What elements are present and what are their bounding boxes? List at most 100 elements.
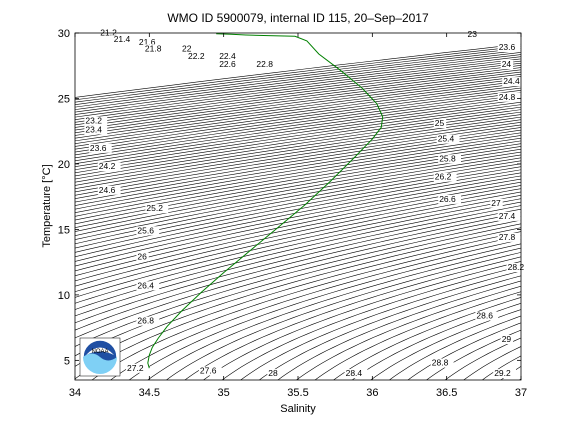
x-tick-label: 34 <box>69 387 81 399</box>
contour-label-bg <box>502 77 525 87</box>
density-contour-line <box>75 185 521 282</box>
contour-label-bg <box>84 125 108 135</box>
density-contour-line <box>75 78 521 139</box>
density-contour-line <box>75 175 521 267</box>
contour-label: 29 <box>502 334 512 344</box>
contour-label: 24.4 <box>503 76 520 86</box>
contour-label: 23.4 <box>85 125 102 135</box>
contour-label: 26.4 <box>137 280 154 290</box>
contour-label-bg <box>466 29 479 39</box>
density-contour-line <box>277 280 521 380</box>
contour-label-bg <box>126 363 149 373</box>
contour-label-bg <box>145 204 169 214</box>
density-contour-line <box>75 160 521 245</box>
contour-label: 28 <box>268 368 278 378</box>
density-contour-line <box>258 275 521 380</box>
density-contour-line <box>75 45 521 101</box>
density-contour-line <box>407 322 521 380</box>
density-contour-line <box>75 80 521 142</box>
contour-label: 24 <box>502 59 512 69</box>
density-contour-line <box>221 265 521 380</box>
y-tick-label: 30 <box>58 28 70 40</box>
density-contour-line <box>295 285 521 380</box>
contour-label-bg <box>136 226 160 236</box>
x-axis-label: Salinity <box>280 403 316 415</box>
contour-label: 22.6 <box>219 59 236 69</box>
density-contour-line <box>370 309 521 380</box>
density-contour-line <box>75 157 521 240</box>
contour-label-bg <box>433 119 447 128</box>
density-contour-line <box>75 54 521 110</box>
plot-area <box>75 33 521 380</box>
contour-label: 25 <box>435 118 445 128</box>
profile-line <box>147 33 384 369</box>
contour-label-bg <box>497 43 521 52</box>
contour-label: 22.8 <box>256 59 273 69</box>
density-contour-line <box>75 71 521 131</box>
density-contour-line <box>75 191 521 292</box>
contour-label: 24.8 <box>499 92 516 102</box>
x-tick-label: 34.5 <box>139 387 160 399</box>
density-contour-line <box>75 58 521 115</box>
contour-label-bg <box>436 134 460 144</box>
logo-text: NOAA <box>91 349 108 355</box>
contour-label: 22.4 <box>219 51 236 61</box>
density-contour-line <box>165 252 521 380</box>
density-contour-line <box>75 188 521 287</box>
density-contour-line <box>75 148 521 228</box>
density-contour-line <box>75 216 521 339</box>
contour-label: 24.2 <box>99 161 116 171</box>
contour-label-bg <box>143 44 167 54</box>
contour-label: 27.8 <box>499 232 516 242</box>
contour-label-bg <box>255 60 279 69</box>
density-contour-line <box>75 73 521 134</box>
contour-label-bg <box>267 369 280 379</box>
logo-bird-icon <box>86 347 114 355</box>
x-tick-label: 36.5 <box>436 387 457 399</box>
y-tick-label: 15 <box>58 224 70 236</box>
density-contour-line <box>75 135 521 210</box>
density-contour-line <box>75 67 521 126</box>
contour-label: 24.6 <box>99 185 116 195</box>
density-contour-line <box>110 239 521 380</box>
contour-label: 28.6 <box>476 311 493 321</box>
contour-label: 29.2 <box>494 368 511 378</box>
contour-label: 28.4 <box>346 368 363 378</box>
density-contour-line <box>75 194 521 298</box>
contour-label: 27.6 <box>200 366 217 376</box>
contour-label: 26 <box>137 252 147 262</box>
contour-label-bg <box>430 358 454 368</box>
contour-label-bg <box>88 143 112 153</box>
contour-label-bg <box>344 369 368 379</box>
density-contour-line <box>75 65 521 123</box>
density-contour-line <box>314 291 521 380</box>
contour-label-bg <box>97 185 121 195</box>
contour-label-bg <box>475 311 499 321</box>
contour-label: 25.2 <box>146 203 163 213</box>
density-contour-line <box>75 83 521 144</box>
contour-label-bg <box>112 35 136 45</box>
contour-label-bg <box>500 335 514 344</box>
contour-label-bg <box>84 116 108 126</box>
contour-label-bg <box>490 198 503 208</box>
contour-label: 27.4 <box>499 211 516 221</box>
contour-label-bg <box>181 44 194 54</box>
density-contour-line <box>75 181 521 277</box>
contour-label-bg <box>438 194 461 204</box>
density-contour-line <box>75 151 521 232</box>
axes-group: 34 34.5 35 35.5 36 36.5 37 5 10 15 20 25 30 <box>58 28 527 399</box>
density-contour-line <box>184 256 521 380</box>
contour-label: 25.8 <box>439 153 456 163</box>
logo-lower-half <box>83 353 117 374</box>
density-contour-line <box>75 219 521 347</box>
density-contour-line <box>75 50 521 105</box>
density-contour-line <box>75 140 521 217</box>
density-contour-line <box>388 315 521 380</box>
contour-label-bg <box>438 154 461 164</box>
x-tick-label: 35.5 <box>287 387 308 399</box>
contour-label: 28.8 <box>432 358 449 368</box>
density-contour-line <box>75 231 521 380</box>
density-contour-line <box>75 43 521 98</box>
x-tick-label: 35 <box>218 387 230 399</box>
noaa-logo-icon: NOAA <box>79 337 121 377</box>
